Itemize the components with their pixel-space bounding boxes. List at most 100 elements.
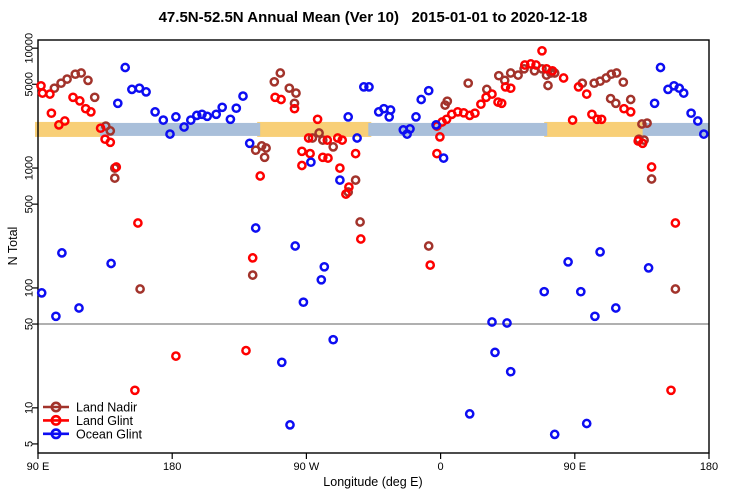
- data-point-ocean-glint: [464, 409, 475, 419]
- legend-label: Ocean Glint: [76, 427, 143, 441]
- data-point-ocean-glint: [57, 248, 67, 258]
- y-tick-label: 5: [24, 441, 36, 447]
- x-tick-label: 90 W: [294, 461, 320, 473]
- data-point-land-nadir: [513, 70, 523, 80]
- data-point-land-glint: [646, 162, 657, 172]
- data-point-ocean-glint: [165, 129, 175, 139]
- data-point-land-nadir: [611, 68, 622, 78]
- data-point-ocean-glint: [678, 88, 689, 98]
- data-point-ocean-glint: [217, 102, 228, 113]
- x-tick-label: 180: [163, 461, 181, 473]
- data-point-land-glint: [297, 146, 307, 157]
- data-point-land-glint: [592, 114, 603, 125]
- data-point-land-glint: [95, 123, 106, 134]
- data-point-land-glint: [558, 73, 569, 83]
- data-point-land-glint: [625, 107, 636, 117]
- y-tick-label: 10: [24, 402, 36, 414]
- data-point-ocean-glint: [244, 138, 255, 149]
- data-point-land-glint: [441, 114, 452, 125]
- data-point-land-nadir: [83, 75, 93, 86]
- data-point-land-glint: [322, 135, 333, 145]
- data-point-ocean-glint: [364, 82, 374, 92]
- data-point-land-nadir: [317, 135, 328, 145]
- mean-band-ocean: [642, 122, 709, 136]
- data-point-land-glint: [581, 89, 592, 99]
- data-point-land-glint: [531, 60, 541, 70]
- legend-label: Land Glint: [76, 414, 134, 428]
- data-point-ocean-glint: [328, 334, 339, 345]
- data-point-land-nadir: [307, 133, 318, 143]
- x-tick-label: 0: [438, 461, 444, 473]
- data-point-ocean-glint: [649, 98, 660, 109]
- data-point-ocean-glint: [610, 303, 621, 313]
- data-point-ocean-glint: [423, 85, 434, 96]
- data-point-land-glint: [45, 89, 55, 99]
- data-point-land-glint: [335, 163, 345, 173]
- y-tick-label: 50: [24, 318, 36, 330]
- data-point-land-nadir: [637, 119, 647, 129]
- data-point-ocean-glint: [575, 286, 586, 297]
- data-point-land-nadir: [543, 80, 553, 91]
- data-point-ocean-glint: [698, 129, 709, 139]
- legend-marker: [50, 414, 62, 426]
- data-point-ocean-glint: [290, 241, 301, 251]
- data-point-land-glint: [111, 162, 122, 172]
- data-point-ocean-glint: [36, 288, 47, 298]
- data-point-ocean-glint: [358, 82, 369, 92]
- data-point-ocean-glint: [335, 175, 345, 185]
- data-point-ocean-glint: [112, 98, 123, 109]
- data-point-ocean-glint: [202, 111, 213, 122]
- data-point-land-glint: [297, 160, 307, 171]
- data-point-ocean-glint: [385, 105, 396, 115]
- data-point-ocean-glint: [539, 286, 550, 297]
- data-point-land-glint: [350, 148, 361, 159]
- x-axis-title: Longitude (deg E): [323, 475, 423, 489]
- data-point-land-nadir: [284, 83, 295, 94]
- plot-border: [37, 39, 710, 454]
- legend-label: Land Nadir: [76, 401, 137, 415]
- data-point-land-nadir: [646, 174, 657, 184]
- data-point-ocean-glint: [150, 107, 160, 117]
- data-point-land-glint: [435, 132, 445, 142]
- chart-title: 47.5N-52.5N Annual Mean (Ver 10) 2015-01…: [158, 9, 588, 26]
- data-point-land-glint: [476, 99, 486, 110]
- data-point-ocean-glint: [581, 418, 592, 429]
- data-point-land-glint: [525, 59, 536, 69]
- data-point-land-glint: [537, 45, 547, 56]
- data-point-ocean-glint: [231, 103, 242, 114]
- data-point-land-nadir: [247, 270, 258, 280]
- data-point-land-glint: [74, 96, 85, 106]
- data-point-land-glint: [289, 103, 300, 114]
- data-point-land-nadir: [135, 284, 145, 294]
- data-point-land-glint: [470, 108, 480, 119]
- data-point-ocean-glint: [686, 108, 696, 119]
- data-point-land-nadir: [605, 93, 616, 104]
- y-tick-label: 500: [24, 195, 36, 213]
- data-point-land-glint: [670, 218, 681, 228]
- data-point-ocean-glint: [416, 94, 427, 105]
- data-point-land-glint: [323, 153, 333, 163]
- data-point-ocean-glint: [225, 114, 236, 125]
- data-point-land-nadir: [261, 143, 271, 153]
- x-tick-label: 180: [700, 461, 718, 473]
- mean-band-land: [257, 121, 372, 137]
- data-point-land-nadir: [250, 145, 261, 156]
- mean-band-ocean: [368, 122, 548, 136]
- data-point-land-glint: [247, 253, 258, 263]
- data-point-land-nadir: [89, 92, 100, 103]
- data-point-land-nadir: [314, 128, 324, 138]
- data-point-land-glint: [312, 114, 323, 125]
- data-point-ocean-glint: [306, 157, 316, 168]
- data-point-land-nadir: [49, 83, 60, 94]
- data-point-ocean-glint: [238, 91, 248, 101]
- data-point-land-glint: [241, 345, 251, 356]
- data-point-land-nadir: [505, 68, 516, 78]
- legend-marker: [50, 428, 62, 440]
- legend-marker: [50, 401, 62, 413]
- data-point-land-glint: [432, 148, 442, 159]
- data-point-ocean-glint: [141, 87, 151, 97]
- data-point-ocean-glint: [490, 347, 500, 358]
- data-point-land-nadir: [269, 76, 280, 87]
- data-point-ocean-glint: [171, 112, 181, 122]
- data-point-land-nadir: [105, 126, 116, 136]
